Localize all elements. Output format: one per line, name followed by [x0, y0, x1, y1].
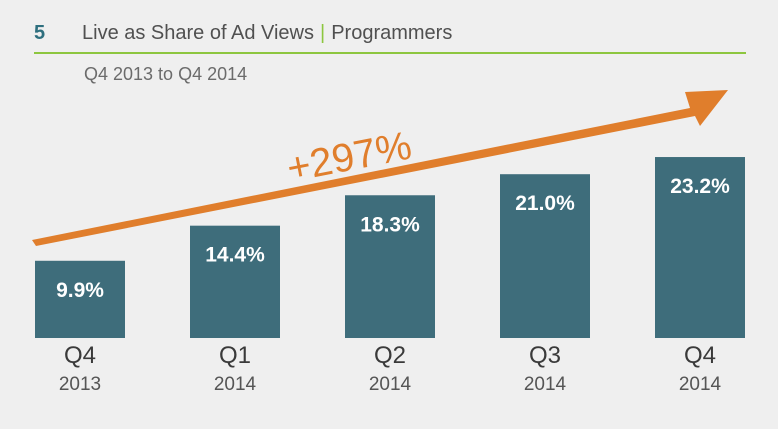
header-rule	[34, 52, 746, 54]
tick-label-quarter: Q1	[219, 342, 251, 369]
tick-label-year: 2014	[369, 374, 412, 395]
tick-label-year: 2014	[679, 374, 722, 395]
tick-label-year: 2014	[214, 374, 257, 395]
chart-subtitle: Q4 2013 to Q4 2014	[84, 64, 248, 84]
bar	[500, 174, 590, 338]
bar	[35, 260, 125, 338]
data-label: 21.0%	[515, 192, 575, 215]
chart-header: 5 Live as Share of Ad Views | Programmer…	[34, 22, 452, 45]
data-label: 18.3%	[360, 213, 420, 236]
tick-label-quarter: Q4	[64, 342, 96, 369]
data-label: 9.9%	[56, 279, 104, 302]
tick-label-year: 2014	[524, 374, 567, 395]
bar	[345, 195, 435, 338]
figure-number: 5	[34, 22, 46, 44]
bar	[190, 225, 280, 338]
bar	[655, 157, 745, 338]
tick-label-quarter: Q3	[529, 342, 561, 369]
growth-arrow	[32, 90, 728, 246]
data-label: 14.4%	[205, 244, 265, 267]
tick-label-quarter: Q2	[374, 342, 406, 369]
title-separator: |	[320, 22, 326, 44]
chart-section: Programmers	[331, 22, 453, 44]
chart-title: Live as Share of Ad Views	[82, 22, 314, 44]
tick-label-year: 2013	[59, 374, 101, 395]
data-label: 23.2%	[670, 175, 730, 198]
tick-label-quarter: Q4	[684, 342, 716, 369]
